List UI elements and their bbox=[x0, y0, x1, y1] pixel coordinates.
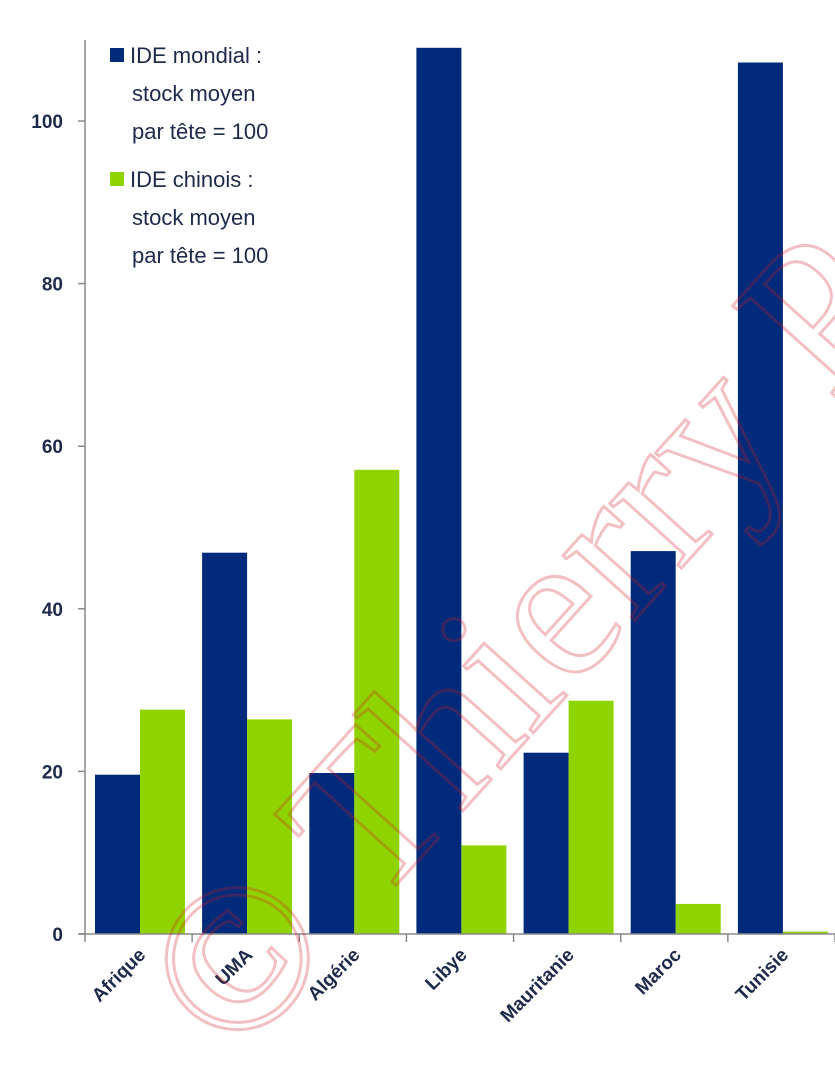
bar-ide-mondial-0 bbox=[95, 774, 140, 934]
legend-label: IDE mondial : bbox=[130, 43, 262, 68]
bar-ide-chinois-5 bbox=[675, 903, 721, 934]
bar-ide-chinois-0 bbox=[140, 709, 185, 934]
bars-layer bbox=[95, 47, 828, 935]
legend: IDE mondial : stock moyen par tête = 100 ID… bbox=[110, 43, 268, 268]
legend-label: par tête = 100 bbox=[132, 243, 268, 268]
bar-ide-chinois-2 bbox=[354, 469, 400, 934]
y-tick-label: 60 bbox=[42, 437, 63, 458]
legend-swatch bbox=[110, 48, 124, 62]
x-category-label: Maroc bbox=[631, 944, 686, 999]
bar-ide-mondial-2 bbox=[309, 773, 355, 934]
y-tick-label: 20 bbox=[42, 762, 63, 783]
bar-ide-chinois-4 bbox=[568, 700, 614, 934]
legend-label: stock moyen bbox=[132, 81, 256, 106]
bar-ide-mondial-6 bbox=[737, 62, 783, 934]
legend-label: par tête = 100 bbox=[132, 119, 268, 144]
bar-ide-mondial-5 bbox=[630, 551, 676, 934]
x-category-label: Tunisie bbox=[732, 945, 793, 1006]
x-category-label: Mauritanie bbox=[497, 945, 579, 1027]
y-tick-label: 100 bbox=[31, 112, 63, 133]
y-tick-label: 0 bbox=[52, 925, 63, 946]
bar-ide-chinois-3 bbox=[461, 845, 507, 934]
bar-ide-chinois-1 bbox=[247, 719, 293, 934]
bar-ide-mondial-4 bbox=[523, 752, 569, 934]
bar-ide-mondial-3 bbox=[416, 47, 462, 935]
y-tick-label: 40 bbox=[42, 600, 63, 621]
legend-swatch bbox=[110, 172, 124, 186]
bar-ide-mondial-1 bbox=[202, 552, 248, 934]
x-category-label: Libye bbox=[422, 945, 472, 995]
legend-label: IDE chinois : bbox=[130, 167, 254, 192]
legend-label: stock moyen bbox=[132, 205, 256, 230]
bar-ide-chinois-6 bbox=[782, 931, 828, 934]
y-tick-label: 80 bbox=[42, 275, 63, 296]
